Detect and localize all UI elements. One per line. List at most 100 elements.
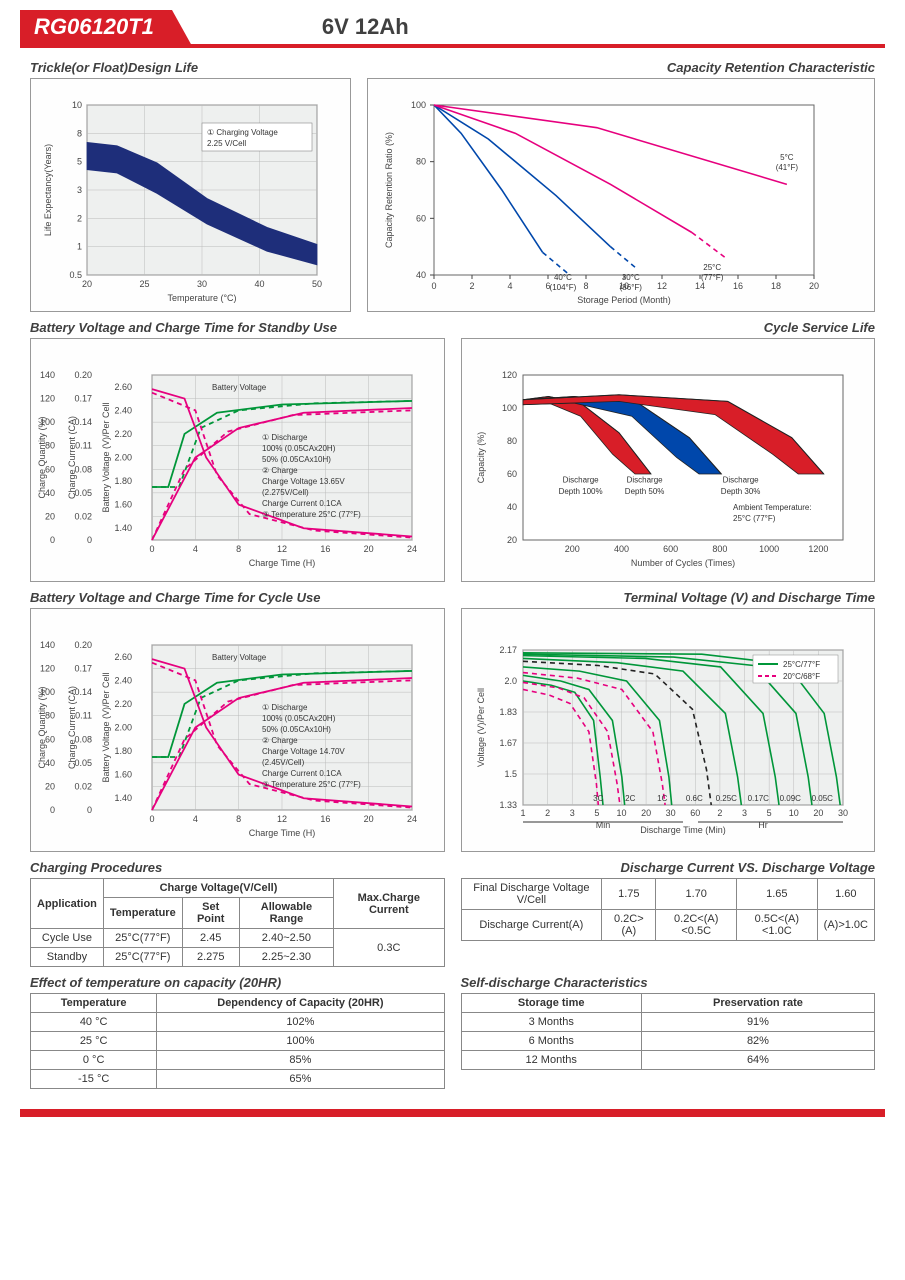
svg-text:30°C: 30°C (622, 273, 640, 282)
svg-text:5: 5 (766, 808, 771, 818)
svg-text:10: 10 (788, 808, 798, 818)
svg-text:(77°F): (77°F) (701, 273, 724, 282)
svg-text:0.17: 0.17 (74, 664, 92, 674)
svg-text:12: 12 (657, 281, 667, 291)
svg-text:20: 20 (82, 279, 92, 289)
cell: 1.75 (602, 879, 656, 910)
t1h2: Max.Charge Current (334, 879, 444, 929)
svg-text:10: 10 (616, 808, 626, 818)
svg-text:20: 20 (45, 511, 55, 521)
svg-text:8: 8 (584, 281, 589, 291)
svg-text:140: 140 (40, 370, 55, 380)
svg-text:120: 120 (501, 370, 516, 380)
svg-text:Charge Quantity (%): Charge Quantity (%) (37, 416, 47, 498)
svg-text:(2.45V/Cell): (2.45V/Cell) (262, 758, 305, 767)
svg-text:60: 60 (416, 213, 426, 223)
svg-text:120: 120 (40, 664, 55, 674)
cell: 0.3C (334, 929, 444, 967)
chart3-svg: 0481216202402040608010012014000.020.050.… (37, 345, 437, 575)
svg-text:Charge Current (CA): Charge Current (CA) (67, 416, 77, 499)
svg-text:1.83: 1.83 (499, 707, 517, 717)
chart6-title: Terminal Voltage (V) and Discharge Time (461, 590, 876, 605)
svg-text:0.02: 0.02 (74, 781, 92, 791)
svg-text:0.14: 0.14 (74, 417, 92, 427)
svg-text:Battery Voltage (V)/Per Cell: Battery Voltage (V)/Per Cell (101, 672, 111, 782)
svg-text:0.02: 0.02 (74, 511, 92, 521)
table3-title: Effect of temperature on capacity (20HR) (30, 975, 445, 990)
svg-text:2: 2 (717, 808, 722, 818)
svg-text:0: 0 (87, 805, 92, 815)
svg-text:Battery Voltage: Battery Voltage (212, 383, 267, 392)
svg-text:0: 0 (50, 805, 55, 815)
svg-text:2.20: 2.20 (114, 699, 132, 709)
svg-text:(104°F): (104°F) (550, 283, 577, 292)
svg-text:(2.275V/Cell): (2.275V/Cell) (262, 488, 309, 497)
svg-text:1: 1 (77, 242, 82, 252)
svg-text:40: 40 (254, 279, 264, 289)
svg-text:5: 5 (594, 808, 599, 818)
svg-text:0.5: 0.5 (69, 270, 82, 280)
svg-text:0.14: 0.14 (74, 687, 92, 697)
svg-text:Charge Current 0.1CA: Charge Current 0.1CA (262, 499, 342, 508)
svg-text:16: 16 (733, 281, 743, 291)
svg-text:1.80: 1.80 (114, 476, 132, 486)
svg-text:4: 4 (508, 281, 513, 291)
cell: 2.40~2.50 (239, 929, 333, 948)
svg-text:140: 140 (40, 640, 55, 650)
svg-text:18: 18 (771, 281, 781, 291)
cell: 0.2C<(A)<0.5C (656, 910, 737, 941)
svg-text:16: 16 (320, 814, 330, 824)
svg-text:1.40: 1.40 (114, 793, 132, 803)
svg-text:200: 200 (564, 544, 579, 554)
svg-text:Discharge Time (Min): Discharge Time (Min) (640, 825, 726, 835)
svg-text:Depth 100%: Depth 100% (558, 487, 602, 496)
svg-text:Charge Quantity (%): Charge Quantity (%) (37, 686, 47, 768)
svg-text:Battery Voltage: Battery Voltage (212, 653, 267, 662)
svg-text:Discharge: Discharge (562, 475, 599, 484)
svg-text:0: 0 (149, 544, 154, 554)
cell: 1.70 (656, 879, 737, 910)
table1-title: Charging Procedures (30, 860, 445, 875)
charging-procedures-table: Application Charge Voltage(V/Cell) Max.C… (30, 878, 445, 967)
svg-text:10: 10 (72, 100, 82, 110)
svg-text:1.60: 1.60 (114, 500, 132, 510)
svg-text:20: 20 (813, 808, 823, 818)
cell: Final Discharge Voltage V/Cell (461, 879, 602, 910)
svg-text:2: 2 (470, 281, 475, 291)
svg-text:2.20: 2.20 (114, 429, 132, 439)
svg-text:0.08: 0.08 (74, 734, 92, 744)
svg-text:Depth 30%: Depth 30% (720, 487, 760, 496)
svg-text:16: 16 (320, 544, 330, 554)
svg-text:Discharge: Discharge (722, 475, 759, 484)
svg-text:1.40: 1.40 (114, 523, 132, 533)
svg-text:Capacity Retention Ratio (%): Capacity Retention Ratio (%) (384, 132, 394, 248)
cell: 2.275 (182, 948, 239, 967)
svg-text:Temperature (°C): Temperature (°C) (167, 293, 236, 303)
svg-text:40: 40 (416, 270, 426, 280)
svg-text:60: 60 (690, 808, 700, 818)
svg-text:0: 0 (50, 535, 55, 545)
svg-text:Charge Voltage 14.70V: Charge Voltage 14.70V (262, 747, 345, 756)
svg-text:③ Temperature 25°C (77°F): ③ Temperature 25°C (77°F) (262, 510, 361, 519)
svg-text:0.20: 0.20 (74, 370, 92, 380)
svg-text:0: 0 (149, 814, 154, 824)
svg-text:0.09C: 0.09C (779, 794, 801, 803)
discharge-voltage-table: Final Discharge Voltage V/Cell 1.75 1.70… (461, 878, 876, 941)
chart6-svg: 1.331.51.671.832.02.17123510203060235102… (468, 615, 868, 845)
svg-text:2C: 2C (625, 794, 635, 803)
svg-text:3: 3 (569, 808, 574, 818)
svg-text:0.05: 0.05 (74, 758, 92, 768)
chart3-frame: 0481216202402040608010012014000.020.050.… (30, 338, 445, 582)
svg-text:8: 8 (236, 814, 241, 824)
chart4-title: Cycle Service Life (461, 320, 876, 335)
t1h0: Application (31, 879, 104, 929)
svg-text:8: 8 (236, 544, 241, 554)
svg-text:0.25C: 0.25C (715, 794, 737, 803)
svg-text:2.00: 2.00 (114, 453, 132, 463)
temperature-capacity-table: TemperatureDependency of Capacity (20HR)… (30, 993, 445, 1089)
svg-text:3: 3 (742, 808, 747, 818)
svg-text:2.17: 2.17 (499, 645, 517, 655)
svg-text:1C: 1C (657, 794, 667, 803)
svg-text:14: 14 (695, 281, 705, 291)
svg-text:1200: 1200 (808, 544, 828, 554)
